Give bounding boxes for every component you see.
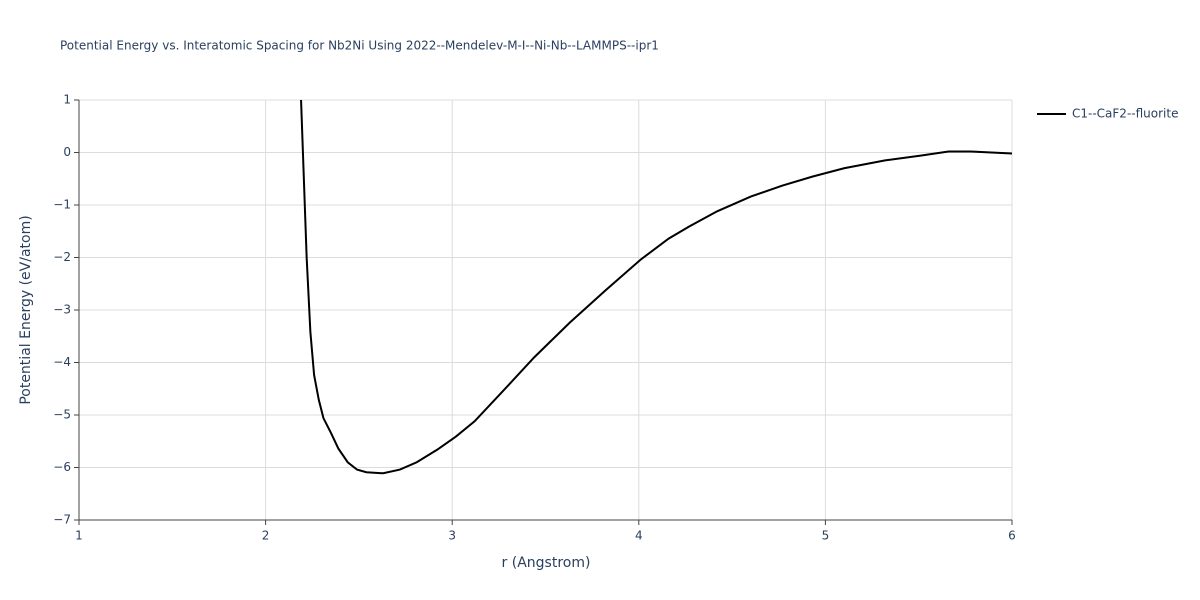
y-tick-label: −2 <box>53 250 71 264</box>
y-tick-label: −7 <box>53 513 71 527</box>
legend-label: C1--CaF2--fluorite <box>1072 107 1178 121</box>
x-tick-label: 5 <box>822 529 830 543</box>
y-tick-label: 0 <box>63 145 71 159</box>
y-tick-label: 1 <box>63 93 71 107</box>
y-tick-label: −1 <box>53 198 71 212</box>
x-tick-label: 6 <box>1008 529 1016 543</box>
chart-title: Potential Energy vs. Interatomic Spacing… <box>60 39 659 53</box>
x-tick-label: 3 <box>448 529 456 543</box>
x-tick-label: 4 <box>635 529 643 543</box>
x-tick-label: 1 <box>75 529 83 543</box>
y-tick-label: −6 <box>53 460 71 474</box>
y-tick-label: −3 <box>53 303 71 317</box>
x-axis-title: r (Angstrom) <box>502 555 591 571</box>
y-axis-title: Potential Energy (eV/atom) <box>18 215 34 404</box>
line-series <box>300 100 1012 475</box>
y-tick-label: −5 <box>53 408 71 422</box>
y-tick-label: −4 <box>53 355 71 369</box>
x-tick-label: 2 <box>262 529 270 543</box>
